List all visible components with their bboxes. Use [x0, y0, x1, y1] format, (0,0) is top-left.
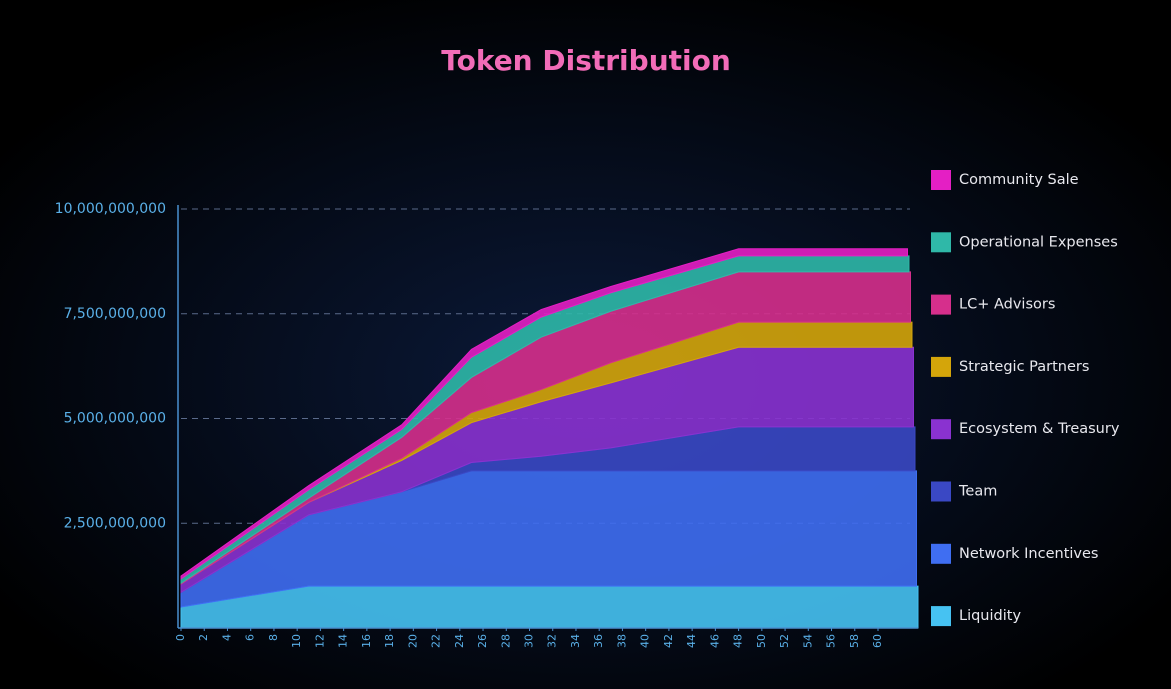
x-tick-label: 40	[639, 634, 652, 648]
legend-swatch	[931, 232, 951, 253]
legend-label: Strategic Partners	[959, 359, 1089, 375]
x-tick-label: 34	[569, 634, 582, 648]
x-tick-label: 16	[360, 634, 373, 648]
legend-swatch	[931, 356, 951, 377]
x-tick-label: 42	[662, 634, 675, 648]
x-tick-label: 58	[848, 634, 861, 648]
x-tick-label: 6	[244, 634, 257, 641]
legend-label: Network Incentives	[959, 546, 1098, 562]
x-tick-label: 8	[267, 634, 280, 641]
legend-label: Community Sale	[959, 172, 1079, 188]
legend-swatch	[931, 170, 951, 190]
legend-swatch	[931, 419, 951, 440]
x-tick-label: 44	[685, 634, 698, 648]
x-tick-label: 2	[197, 634, 210, 641]
x-tick-label: 54	[801, 634, 814, 648]
x-tick-label: 20	[406, 634, 419, 648]
area	[180, 248, 908, 580]
area	[180, 585, 919, 629]
legend-swatch	[931, 606, 951, 627]
x-tick-label: 48	[732, 634, 745, 648]
x-tick-label: 14	[337, 634, 350, 648]
legend-label: Operational Expenses	[959, 234, 1118, 250]
x-tick-label: 10	[290, 634, 303, 648]
x-tick-label: 36	[592, 634, 605, 648]
x-tick-label: 22	[430, 634, 443, 648]
x-tick-label: 32	[546, 634, 559, 648]
chart-title: Token Distribution	[441, 44, 731, 77]
x-tick-label: 38	[615, 634, 628, 648]
legend-label: LC+ Advisors	[959, 297, 1055, 313]
x-tick-label: 4	[220, 634, 233, 641]
x-tick-label: 30	[523, 634, 536, 648]
legend-label: Liquidity	[959, 608, 1021, 624]
x-tick-label: 12	[313, 634, 326, 648]
legend-label: Team	[958, 484, 997, 500]
y-tick-label: 10,000,000,000	[55, 201, 166, 217]
x-tick-label: 60	[871, 634, 884, 648]
x-tick-label: 50	[755, 634, 768, 648]
x-tick-label: 24	[453, 634, 466, 648]
x-tick-label: 56	[825, 634, 838, 648]
legend-swatch	[931, 543, 951, 564]
x-tick-label: 46	[708, 634, 721, 648]
x-tick-label: 28	[499, 634, 512, 648]
legend-swatch	[931, 481, 951, 502]
legend-swatch	[931, 294, 951, 315]
y-tick-label: 5,000,000,000	[64, 411, 166, 427]
x-tick-label: 0	[174, 634, 187, 641]
y-tick-label: 7,500,000,000	[64, 306, 166, 322]
x-tick-label: 26	[476, 634, 489, 648]
legend-label: Ecosystem & Treasury	[959, 421, 1120, 437]
x-tick-label: 18	[383, 634, 396, 648]
y-tick-label: 2,500,000,000	[64, 515, 166, 531]
x-tick-label: 52	[778, 634, 791, 648]
